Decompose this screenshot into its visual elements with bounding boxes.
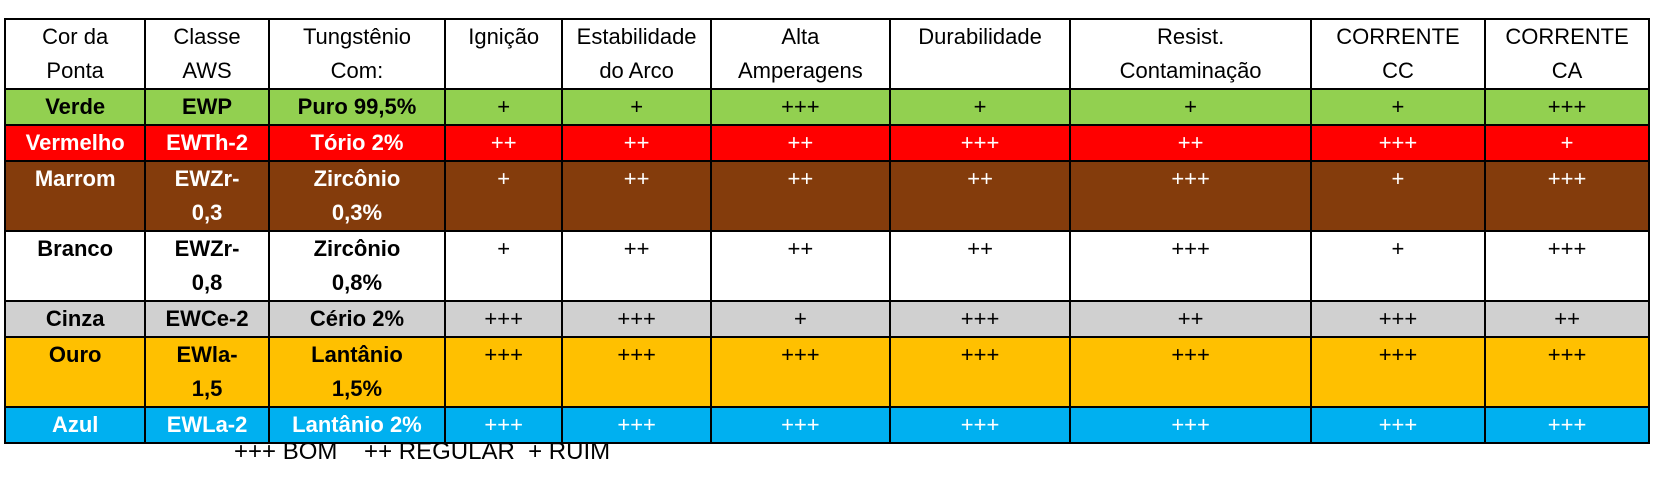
aws-class-cell: EWLa-2 [144,406,270,444]
rating-cell: + [1309,230,1487,302]
rating-cell: ++ [561,230,713,302]
rating-cell: ++ [444,124,564,162]
rating-cell: + [888,88,1072,126]
rating-cell: +++ [1069,230,1312,302]
composition-cell: Tório 2% [267,124,447,162]
header-cor-da-ponta: Cor da Ponta [3,18,147,90]
aws-class-cell: EWCe-2 [144,300,270,338]
table-row: Ouro EWla- 1,5 Lantânio 1,5% +++ +++ +++ +++ ++… [3,336,1650,408]
rating-cell: ++ [888,230,1072,302]
composition-cell: Zircônio 0,3% [267,160,447,232]
color-cell: Branco [3,230,147,302]
rating-cell: ++ [561,124,713,162]
composition-cell: Puro 99,5% [267,88,447,126]
header-alta-amperagens: Alta Amperagens [710,18,891,90]
rating-cell: +++ [1484,406,1650,444]
rating-cell: ++ [710,124,891,162]
composition-cell: Zircônio 0,8% [267,230,447,302]
color-cell: Cinza [3,300,147,338]
header-tungstenio-com: Tungstênio Com: [267,18,447,90]
rating-cell: ++ [1069,124,1312,162]
aws-class-cell: EWZr- 0,3 [144,160,270,232]
header-classe-aws: Classe AWS [144,18,270,90]
rating-cell: + [444,160,564,232]
header-estabilidade-arco: Estabilidade do Arco [561,18,713,90]
aws-class-cell: EWP [144,88,270,126]
rating-cell: ++ [888,160,1072,232]
rating-cell: ++ [710,230,891,302]
table-row: Vermelho EWTh-2 Tório 2% ++ ++ ++ +++ ++ +++ + [3,124,1650,162]
rating-cell: +++ [1069,406,1312,444]
rating-cell: +++ [1069,160,1312,232]
aws-class-cell: EWTh-2 [144,124,270,162]
composition-cell: Cério 2% [267,300,447,338]
rating-cell: + [561,88,713,126]
rating-cell: +++ [1069,336,1312,408]
rating-legend: +++ BOM ++ REGULAR + RUIM [234,438,611,465]
rating-cell: +++ [1484,88,1650,126]
rating-cell: ++ [1069,300,1312,338]
color-cell: Vermelho [3,124,147,162]
header-row: Cor da Ponta Classe AWS Tungstênio Com: … [3,18,1650,90]
rating-cell: +++ [710,406,891,444]
rating-cell: +++ [444,336,564,408]
header-resist-contaminacao: Resist. Contaminação [1069,18,1312,90]
rating-cell: + [1309,88,1487,126]
rating-cell: +++ [710,336,891,408]
aws-class-cell: EWla- 1,5 [144,336,270,408]
rating-cell: + [444,88,564,126]
rating-cell: + [1069,88,1312,126]
rating-cell: +++ [444,406,564,444]
rating-cell: + [444,230,564,302]
rating-cell: +++ [1484,160,1650,232]
table-row: Azul EWLa-2 Lantânio 2% +++ +++ +++ +++ +++ +++ +… [3,406,1650,444]
rating-cell: +++ [561,336,713,408]
rating-cell: +++ [888,300,1072,338]
header-ignicao: Ignição [444,18,564,90]
table-row: Branco EWZr- 0,8 Zircônio 0,8% + ++ ++ ++ +++ + +… [3,230,1650,302]
rating-cell: ++ [710,160,891,232]
rating-cell: +++ [710,88,891,126]
table-row: Cinza EWCe-2 Cério 2% +++ +++ + +++ ++ +++ ++ [3,300,1650,338]
aws-class-cell: EWZr- 0,8 [144,230,270,302]
rating-cell: ++ [1484,300,1650,338]
table-row: Marrom EWZr- 0,3 Zircônio 0,3% + ++ ++ ++ +++ + +… [3,160,1650,232]
rating-cell: +++ [1484,230,1650,302]
rating-cell: +++ [1309,406,1487,444]
rating-cell: + [1309,160,1487,232]
rating-cell: + [1484,124,1650,162]
rating-cell: +++ [1309,336,1487,408]
header-durabilidade: Durabilidade [888,18,1072,90]
header-corrente-ca: CORRENTE CA [1484,18,1650,90]
composition-cell: Lantânio 1,5% [267,336,447,408]
rating-cell: +++ [444,300,564,338]
rating-cell: +++ [888,124,1072,162]
rating-cell: + [710,300,891,338]
tungsten-electrode-table: Cor da Ponta Classe AWS Tungstênio Com: … [3,18,1650,444]
rating-cell: +++ [1309,124,1487,162]
color-cell: Azul [3,406,147,444]
rating-cell: +++ [888,406,1072,444]
rating-cell: +++ [1484,336,1650,408]
color-cell: Ouro [3,336,147,408]
table-row: Verde EWP Puro 99,5% + + +++ + + + +++ [3,88,1650,126]
rating-cell: +++ [888,336,1072,408]
color-cell: Marrom [3,160,147,232]
rating-cell: +++ [561,406,713,444]
color-cell: Verde [3,88,147,126]
header-corrente-cc: CORRENTE CC [1309,18,1487,90]
rating-cell: +++ [1309,300,1487,338]
composition-cell: Lantânio 2% [267,406,447,444]
rating-cell: ++ [561,160,713,232]
rating-cell: +++ [561,300,713,338]
